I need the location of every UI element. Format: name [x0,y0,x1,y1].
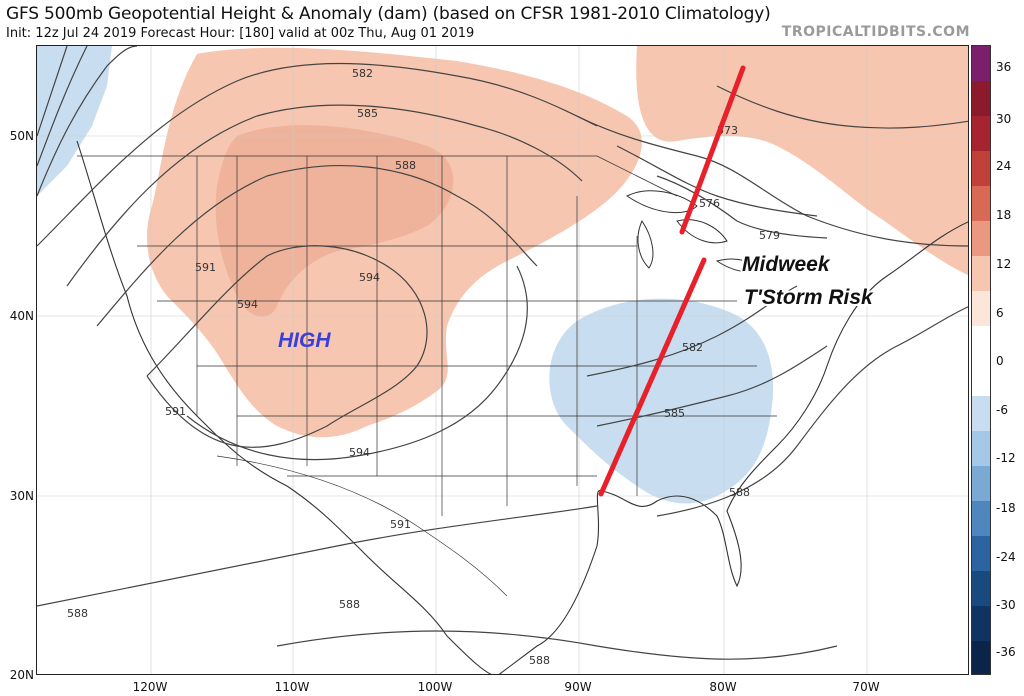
lon-label-110w: 110W [274,680,310,694]
colorbar-label: 30 [996,112,1012,126]
brand-watermark: TROPICALTIDBITS.COM [781,24,970,40]
lat-label-40n: 40N [9,309,34,323]
colorbar-label: 6 [996,306,1004,320]
contour-label: 585 [357,107,378,120]
lon-label-70w: 70W [852,680,880,694]
contour-label: 588 [339,598,360,611]
colorbar-swatch [972,466,990,501]
colorbar-label: -12 [996,451,1016,465]
colorbar-label: -24 [996,550,1016,564]
map-title: GFS 500mb Geopotential Height & Anomaly … [6,4,771,24]
colorbar-label: -18 [996,501,1016,515]
contour-label: 576 [699,197,720,210]
graticule [37,46,968,674]
colorbar-swatch [972,571,990,606]
colorbar-swatch [972,256,990,291]
lat-label-30n: 30N [9,489,34,503]
contour-label: 594 [349,446,370,459]
contour-label: 591 [390,518,411,531]
warm-anomaly-canada [636,46,968,276]
anomaly-colorbar [971,45,991,675]
colorbar-swatch [972,431,990,466]
tstorm-risk-label-line2: T'Storm Risk [744,286,873,309]
tstorm-risk-label-line1: Midweek [742,253,830,276]
colorbar-swatch [972,81,990,116]
colorbar-swatch [972,641,990,674]
trough-line-south [598,257,707,497]
lat-label-20n: 20N [9,668,34,682]
contour-label: 594 [237,298,258,311]
colorbar-label: -30 [996,598,1016,612]
colorbar-swatch [972,606,990,641]
colorbar-swatch [972,536,990,571]
contour-label: 582 [352,67,373,80]
contour-label: 588 [67,607,88,620]
contour-label-group: 582 585 588 591 594 594 591 594 573 576 … [67,67,780,667]
great-lakes [626,190,764,273]
lon-label-90w: 90W [564,680,592,694]
cool-anomaly-southeast [549,298,774,504]
trough-line-north [679,65,746,235]
colorbar-swatch [972,46,990,81]
colorbar-swatch [972,186,990,221]
colorbar-swatch [972,396,990,431]
colorbar-label: 12 [996,257,1012,271]
height-contours [37,46,968,660]
warm-anomaly-core [215,125,454,317]
contour-label: 582 [682,341,703,354]
lat-label-50n: 50N [9,129,34,143]
contour-label: 588 [729,486,750,499]
colorbar-swatch [972,501,990,536]
contour-label: 585 [664,407,685,420]
lon-label-120w: 120W [132,680,168,694]
contour-label: 588 [529,654,550,667]
map-canvas: 582 585 588 591 594 594 591 594 573 576 … [37,46,968,674]
political-borders [77,155,777,597]
contour-label: 594 [359,271,380,284]
height-anomaly-map: 582 585 588 591 594 594 591 594 573 576 … [36,45,969,675]
contour-label: 579 [759,229,780,242]
contour-label: 588 [395,159,416,172]
colorbar-swatch [972,221,990,256]
colorbar-swatch [972,291,990,326]
colorbar-label: -36 [996,645,1016,659]
lon-label-100w: 100W [417,680,453,694]
colorbar-swatch [972,326,990,361]
contour-label: 591 [195,261,216,274]
colorbar-label: 24 [996,159,1012,173]
colorbar-swatch [972,361,990,396]
colorbar-swatch [972,116,990,151]
high-pressure-label: HIGH [278,329,331,352]
coastline-north-america [76,140,968,674]
colorbar-label: -6 [996,403,1008,417]
colorbar-label: 36 [996,60,1012,74]
cool-anomaly-pacific [37,46,112,196]
lon-label-80w: 80W [709,680,737,694]
colorbar-label: 18 [996,208,1012,222]
contour-label: 591 [165,405,186,418]
colorbar-swatch [972,151,990,186]
map-subtitle: Init: 12z Jul 24 2019 Forecast Hour: [18… [6,26,475,41]
colorbar-label: 0 [996,354,1004,368]
